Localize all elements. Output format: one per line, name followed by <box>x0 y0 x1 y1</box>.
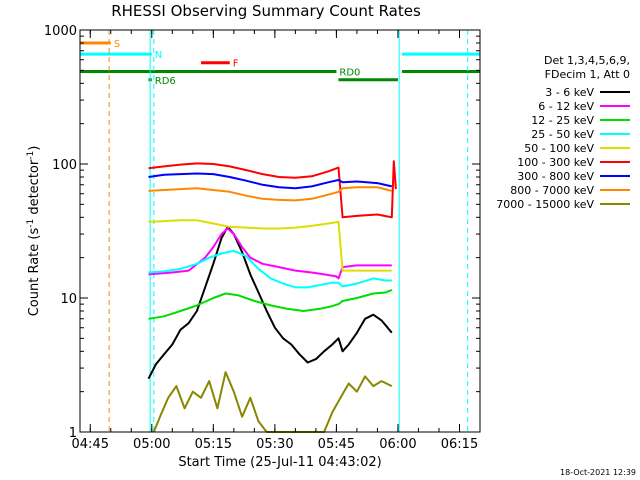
series-line <box>148 288 393 320</box>
footer-timestamp: 18-Oct-2021 12:39 <box>560 468 636 477</box>
series-line <box>148 249 392 289</box>
y-tick-label: 1000 <box>44 24 77 39</box>
series-line <box>148 172 393 190</box>
plot-frame <box>79 29 481 433</box>
legend-entry-label: 300 - 800 keV <box>517 170 594 183</box>
x-tick-label: 06:00 <box>379 437 416 452</box>
x-tick-label: 05:30 <box>256 437 293 452</box>
legend-entry-label: 6 - 12 keV <box>538 100 594 113</box>
x-axis-label: Start Time (25-Jul-11 04:43:02) <box>178 455 381 470</box>
legend: Det 1,3,4,5,6,9, FDecim 1, Att 0 3 - 6 k… <box>496 54 630 211</box>
vertical-markers <box>108 30 469 432</box>
flag-label: F <box>233 59 239 70</box>
series-lines <box>147 160 397 433</box>
legend-entry-label: 25 - 50 keV <box>531 128 594 141</box>
series-line <box>148 219 392 272</box>
legend-entry-label: 50 - 100 keV <box>524 142 594 155</box>
legend-entry-label: 3 - 6 keV <box>545 86 594 99</box>
legend-title-line-2: FDecim 1, Att 0 <box>545 68 630 81</box>
series-line <box>148 160 397 219</box>
series-line <box>148 227 392 280</box>
y-axis-label: Count Rate (s-1 detector-1) <box>26 146 42 317</box>
legend-entry-label: 12 - 25 keV <box>531 114 594 127</box>
legend-entry-label: 100 - 300 keV <box>517 156 594 169</box>
series-line <box>152 371 393 433</box>
series-line <box>147 225 393 380</box>
flag-bars: S N F RD0 RD6 <box>80 39 480 87</box>
legend-entry-label: 800 - 7000 keV <box>510 184 594 197</box>
flag-label: RD0 <box>339 68 360 79</box>
flag-label: RD6 <box>155 76 176 87</box>
x-tick-label: 05:00 <box>133 437 170 452</box>
chart-title: RHESSI Observing Summary Count Rates <box>111 2 421 20</box>
flag-label: N <box>155 50 162 61</box>
y-tick-label: 100 <box>52 158 77 173</box>
x-tick-label: 05:45 <box>318 437 355 452</box>
x-axis-ticks: 04:45 05:00 05:15 05:30 05:45 06:00 06:15 <box>72 30 478 452</box>
x-tick-label: 04:45 <box>72 437 109 452</box>
y-axis-ticks: 1 10 100 1000 <box>44 24 480 441</box>
legend-title-line-1: Det 1,3,4,5,6,9, <box>544 54 630 67</box>
y-tick-label: 1 <box>69 426 77 441</box>
y-tick-label: 10 <box>60 292 77 307</box>
x-tick-label: 06:15 <box>441 437 478 452</box>
x-tick-label: 05:15 <box>195 437 232 452</box>
flag-label: S <box>114 39 120 50</box>
legend-entry-label: 7000 - 15000 keV <box>496 198 594 211</box>
series-line <box>148 186 393 202</box>
